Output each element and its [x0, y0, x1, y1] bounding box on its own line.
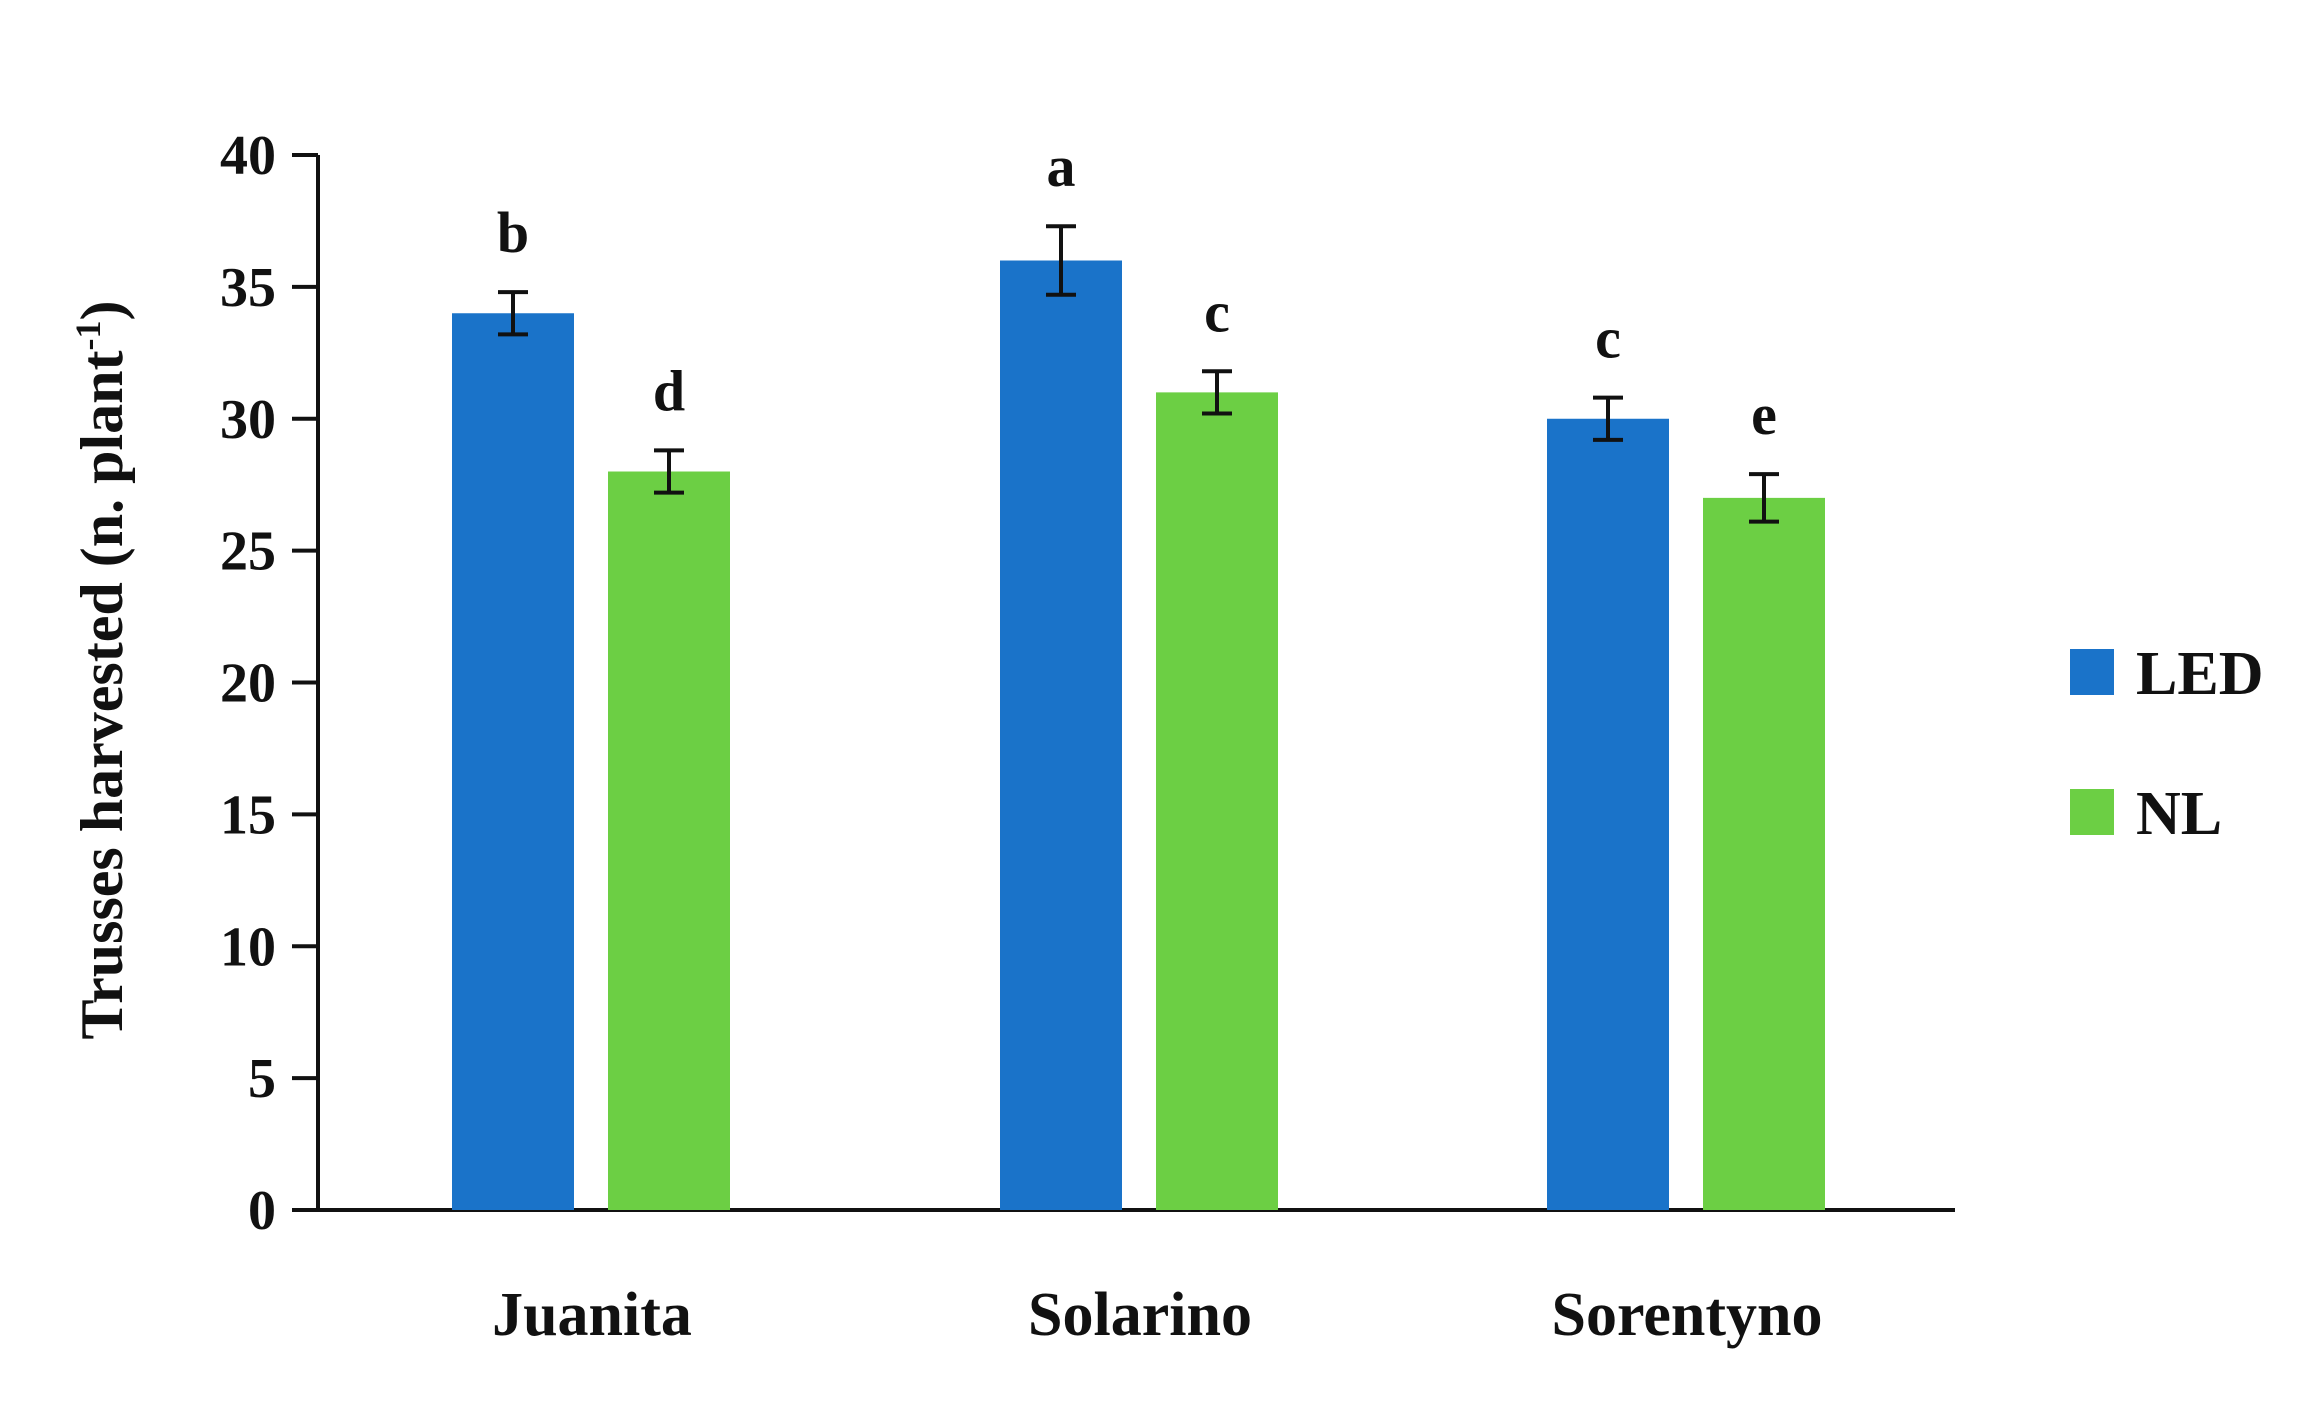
y-axis-label-close: )	[69, 301, 135, 321]
bar-nl	[1156, 392, 1278, 1210]
x-tick-label: Juanita	[492, 1281, 692, 1349]
legend-item-led: LED	[2070, 640, 2263, 708]
error-bar	[498, 290, 528, 337]
x-tick-label: Solarino	[1028, 1281, 1252, 1349]
legend-item-nl: NL	[2070, 780, 2222, 848]
y-tick-label: 40	[220, 125, 276, 187]
significance-letter: b	[497, 200, 529, 265]
significance-letter: c	[1204, 279, 1230, 344]
legend-label: LED	[2136, 640, 2263, 708]
error-bar	[1046, 224, 1076, 297]
legend: LED NL	[2070, 640, 2263, 848]
y-tick-label: 25	[220, 521, 276, 583]
error-bar	[1593, 395, 1623, 442]
significance-letter: a	[1047, 134, 1076, 199]
bar-nl	[1703, 497, 1825, 1210]
y-tick-label: 15	[220, 784, 276, 846]
y-tick-label: 20	[220, 653, 276, 715]
bars	[452, 224, 1825, 1210]
legend-swatch	[2070, 649, 2114, 695]
legend-swatch	[2070, 789, 2114, 835]
y-axis-label: Trusses harvested (n. plant-1)	[68, 301, 135, 1040]
y-axis: 0 5 10 15 20 25 30 35 40	[220, 125, 320, 1242]
x-tick-label: Sorentyno	[1551, 1281, 1822, 1349]
y-tick-label: 35	[220, 257, 276, 319]
bar-led	[1547, 418, 1669, 1210]
significance-letter: c	[1595, 306, 1621, 371]
x-axis: Juanita Solarino Sorentyno	[295, 1208, 1955, 1349]
y-axis-label-main: Trusses harvested (n. plant	[69, 351, 135, 1040]
bar-led	[1000, 260, 1122, 1210]
y-axis-label-superscript: -1	[68, 321, 108, 351]
bar-led	[452, 313, 574, 1210]
y-tick-label: 10	[220, 916, 276, 978]
significance-letters: b a c d c e	[497, 134, 1777, 447]
bar-nl	[608, 471, 730, 1210]
significance-letter: d	[653, 358, 685, 423]
y-tick-label: 5	[248, 1048, 276, 1110]
error-bar	[654, 448, 684, 495]
legend-label: NL	[2136, 780, 2222, 848]
error-bar	[1749, 472, 1779, 524]
y-tick-label: 30	[220, 389, 276, 451]
significance-letter: e	[1751, 382, 1777, 447]
y-tick-label: 0	[248, 1180, 276, 1242]
error-bar	[1202, 369, 1232, 416]
